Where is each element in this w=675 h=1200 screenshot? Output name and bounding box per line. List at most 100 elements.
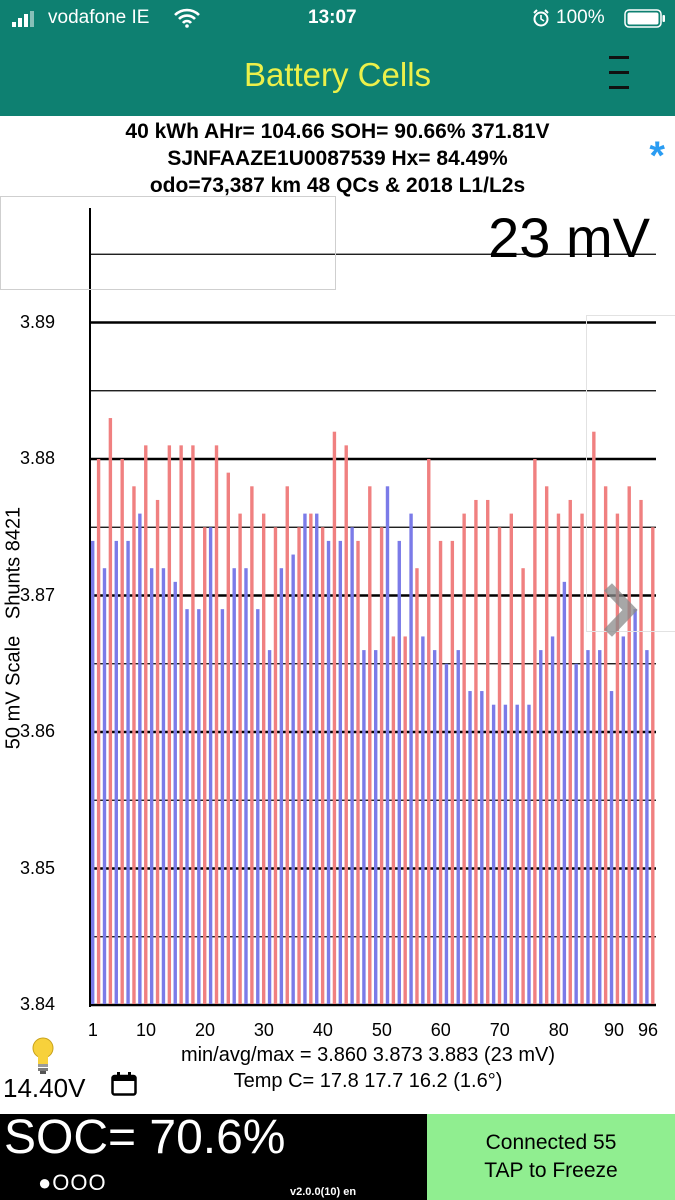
cell-bar: [586, 650, 590, 1005]
cell-bar: [261, 513, 266, 1005]
version-label: v2.0.0(10) en: [290, 1186, 357, 1198]
cell-bar: [415, 568, 419, 1005]
clock: 13:07: [308, 7, 357, 28]
soc-panel[interactable]: [0, 1114, 427, 1200]
cell-bar: [556, 513, 561, 1005]
cell-bar: [320, 527, 325, 1005]
cell-bar: [350, 527, 354, 1005]
cell-bar: [574, 663, 578, 1005]
wifi-icon: [174, 8, 200, 28]
cell-bar: [615, 513, 620, 1005]
cell-bar: [309, 513, 313, 1005]
cell-bar: [438, 540, 443, 1005]
y-tick-label: 3.89: [20, 311, 56, 332]
cell-bar: [450, 540, 455, 1005]
x-tick-label: 90: [603, 1020, 625, 1040]
cell-bar: [427, 459, 431, 1005]
info-line-odometer: odo=73,387 km 48 QCs & 2018 L1/L2s: [149, 174, 526, 197]
cell-bar: [645, 650, 649, 1005]
info-line-capacity: 40 kWh AHr= 104.66 SOH= 90.66% 371.81V: [125, 120, 550, 143]
aux-voltage: 14.40V: [3, 1073, 86, 1103]
cell-bar: [474, 499, 478, 1005]
cell-bar: [138, 513, 142, 1005]
x-tick-label: 96: [637, 1020, 659, 1040]
cell-bar: [226, 472, 230, 1005]
cell-bar: [397, 540, 401, 1005]
cell-bar: [232, 568, 236, 1005]
x-tick-label: 50: [371, 1020, 392, 1040]
cell-bar: [539, 650, 543, 1005]
cell-bar: [332, 431, 337, 1005]
cell-bar: [385, 486, 390, 1005]
menu-icon[interactable]: [607, 50, 635, 96]
alarm-icon: [532, 9, 550, 27]
x-tick-label: 80: [548, 1020, 569, 1040]
star-button[interactable]: *: [649, 134, 665, 178]
cell-bar: [462, 513, 466, 1005]
min-avg-max: min/avg/max = 3.860 3.873 3.883 (23 mV): [180, 1044, 556, 1066]
connection-status: Connected 55: [485, 1131, 617, 1154]
cell-bar: [509, 513, 513, 1005]
battery-icon: [624, 9, 666, 28]
cell-bar: [291, 554, 295, 1005]
cell-bar: [344, 445, 348, 1006]
freeze-hint: TAP to Freeze: [484, 1159, 618, 1182]
cell-bar: [132, 486, 136, 1005]
battery-info: 40 kWh AHr= 104.66 SOH= 90.66% 371.81V S…: [0, 118, 675, 199]
cell-bar: [285, 486, 289, 1005]
cell-bar: [279, 568, 284, 1005]
y-tick-label: 3.88: [20, 448, 56, 468]
cell-bar: [550, 636, 555, 1005]
cell-bar: [173, 581, 177, 1005]
cell-bar: [639, 499, 643, 1005]
calendar-icon[interactable]: [111, 1072, 137, 1096]
cell-bar: [297, 527, 301, 1005]
cell-bar: [391, 636, 396, 1005]
cell-bar: [521, 568, 525, 1005]
cell-bar: [609, 691, 614, 1005]
cell-bar: [527, 704, 531, 1005]
connection-button[interactable]: Connected 55 TAP to Freeze: [427, 1114, 675, 1200]
cell-bar: [503, 704, 508, 1005]
cell-bar: [303, 513, 307, 1005]
nav-bar: Battery Cells: [0, 36, 675, 116]
cell-bar: [580, 513, 584, 1005]
cell-bar: [161, 568, 166, 1005]
cell-bar: [256, 609, 260, 1005]
cell-bar: [491, 704, 496, 1005]
cell-bar: [91, 540, 95, 1005]
cell-bar: [179, 445, 183, 1006]
cell-bar: [144, 445, 148, 1006]
cell-bar: [651, 527, 655, 1005]
side-panel-handle[interactable]: [586, 315, 675, 632]
cell-bar: [244, 568, 248, 1005]
soc-value: SOC= 70.6%: [4, 1111, 286, 1164]
y-axis-title: 50 mV Scale Shunts 8421: [2, 506, 25, 750]
page-dots[interactable]: ●OOO: [38, 1170, 107, 1195]
x-tick-label: 30: [253, 1020, 274, 1040]
cell-bar: [108, 418, 113, 1005]
cell-bar: [267, 650, 272, 1005]
chevron-right-icon[interactable]: [600, 583, 638, 638]
lightbulb-icon[interactable]: [30, 1036, 56, 1076]
page-title: Battery Cells: [243, 56, 432, 93]
overlay-box[interactable]: [0, 196, 336, 290]
cell-bar: [114, 540, 118, 1005]
delta-mv-label: 23 mV: [488, 206, 650, 269]
cell-bar: [208, 527, 213, 1005]
cell-bar: [155, 499, 160, 1005]
cell-bar: [238, 513, 242, 1005]
cell-bar: [497, 527, 502, 1005]
cell-bar: [185, 609, 189, 1005]
cell-bar: [374, 650, 378, 1005]
cell-bar: [592, 431, 596, 1005]
y-tick-label: 3.87: [20, 584, 56, 605]
cell-bar: [603, 486, 608, 1005]
cell-voltage-chart[interactable]: [0, 0, 675, 1015]
cell-bar: [421, 636, 425, 1005]
cell-bar: [533, 459, 537, 1005]
cell-bar: [486, 499, 490, 1005]
cell-bar: [627, 486, 631, 1005]
temperature: Temp C= 17.8 17.7 16.2 (1.6°): [233, 1070, 503, 1092]
cell-bar: [220, 609, 225, 1005]
